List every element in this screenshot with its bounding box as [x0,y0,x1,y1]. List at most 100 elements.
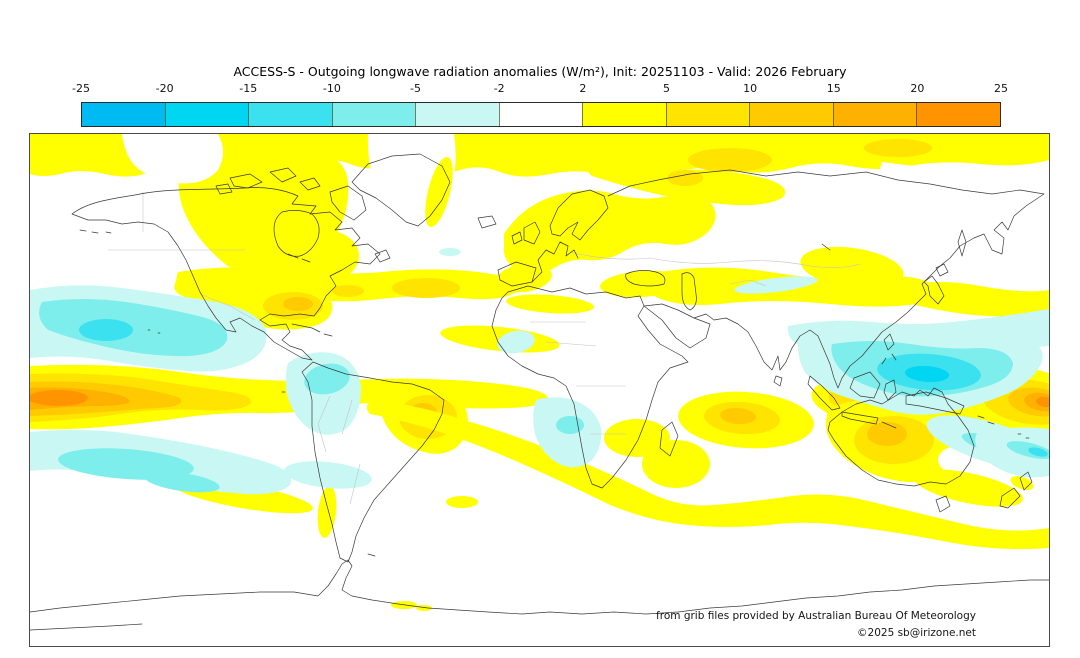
coastline [374,249,391,263]
anomaly-region-m20_15 [905,365,949,383]
coastline [71,187,381,361]
anomaly-region-p20_25 [30,390,88,406]
colorbar-tick-label: 15 [826,82,841,95]
colorbar-tick-label: -2 [493,82,505,95]
credit-source: from grib files provided by Australian B… [656,610,976,622]
coastline [827,387,975,487]
anomaly-region-p10_15 [720,407,756,425]
anomaly-region-p10_15 [283,297,313,311]
colorbar-segment [582,103,666,126]
coastline [841,411,879,425]
colorbar-tick-label: -15 [239,82,258,95]
coastline [807,375,841,411]
anomaly-region-p2_5 [317,486,337,538]
country-border [545,341,597,347]
anomaly-region-m15_10 [1028,447,1048,457]
colorbar [81,102,1001,127]
colorbar-tick-label: 5 [662,82,670,95]
anomaly-region-m5_2 [497,330,535,354]
colorbar-tick-label: 10 [743,82,758,95]
anomaly-region-p2_5 [291,230,359,282]
page-title: ACCESS-S - Outgoing longwave radiation a… [233,64,847,79]
coastline [625,270,666,287]
coastline [477,215,497,229]
coastline [881,421,897,429]
coastline [531,241,579,283]
anomaly-region-m5_2 [284,461,372,489]
coastline [883,379,897,401]
anomaly-region-m15_10 [79,319,133,341]
colorbar-segment [82,103,165,126]
anomaly-region-p10_15 [867,422,907,446]
colorbar-segment [164,103,249,126]
coastline [147,329,161,334]
credit-copyright: ©2025 sb@irizone.net [857,627,976,639]
colorbar-segment [749,103,833,126]
anomaly-region-m10_5 [556,416,584,434]
coastline [511,231,523,245]
anomaly-region-p2_5 [416,605,432,611]
world-map: from grib files provided by Australian B… [29,133,1050,647]
coastline [291,323,321,333]
coastline [491,285,689,489]
anomaly-region-p20_25 [1036,396,1049,408]
coastline [659,421,679,457]
anomaly-region-neutral [122,134,223,184]
country-border [649,257,861,268]
colorbar-tick-label: 25 [994,82,1008,95]
colorbar-segment [916,103,1001,126]
map-svg [30,134,1049,646]
coastline [351,153,451,227]
coastline [607,169,1045,389]
coastline [821,243,831,251]
anomaly-region-p2_5 [898,282,1049,317]
colorbar-segment [498,103,583,126]
country-border [317,395,331,453]
coastline [299,177,321,191]
anomaly-region-p2_5 [642,440,710,488]
coastline [643,303,711,349]
coastline [987,421,995,425]
colorbar-tick-label: 20 [910,82,925,95]
coastline [301,361,445,563]
coastline [367,553,376,557]
anomaly-region-m5_2 [439,248,461,256]
country-border [199,293,256,321]
anomaly-region-p2_5 [800,246,904,290]
coastline [1019,471,1033,491]
coastline [229,173,263,189]
coastline [549,189,609,241]
anomaly-region-p5_10 [392,278,460,298]
country-border [341,399,353,435]
anomaly-region-p2_5 [446,496,478,508]
coastline [329,185,367,221]
coastline [881,357,887,365]
anomaly-region-p5_10 [688,148,772,172]
coastline [79,229,112,234]
coastline [273,210,320,257]
coastline [215,183,233,195]
anomaly-region-p5_10 [864,139,932,157]
anomaly-region-m5_2 [734,276,818,294]
colorbar-tick-label: -25 [72,82,90,95]
colorbar-tick-labels: -25 -20 -15 -10 -5 -2 2 5 10 15 20 25 [0,82,1080,96]
colorbar-segment [832,103,917,126]
anomaly-region-m5_2 [975,427,1049,478]
coastline [891,353,897,361]
colorbar-segment [415,103,499,126]
coastline [999,487,1021,509]
coastline [773,375,783,387]
colorbar-tick-label: -5 [410,82,422,95]
coastline [523,221,541,245]
anomaly-region-p2_5 [913,469,1023,507]
coastline [323,333,333,337]
coastline [30,559,1049,615]
country-border [349,463,361,505]
coastline [905,391,965,415]
anomaly-region-p2_5 [506,294,594,314]
coastline [1017,433,1030,439]
anomaly-region-neutral [879,162,1049,258]
coastline [935,495,951,513]
colorbar-segment [331,103,416,126]
